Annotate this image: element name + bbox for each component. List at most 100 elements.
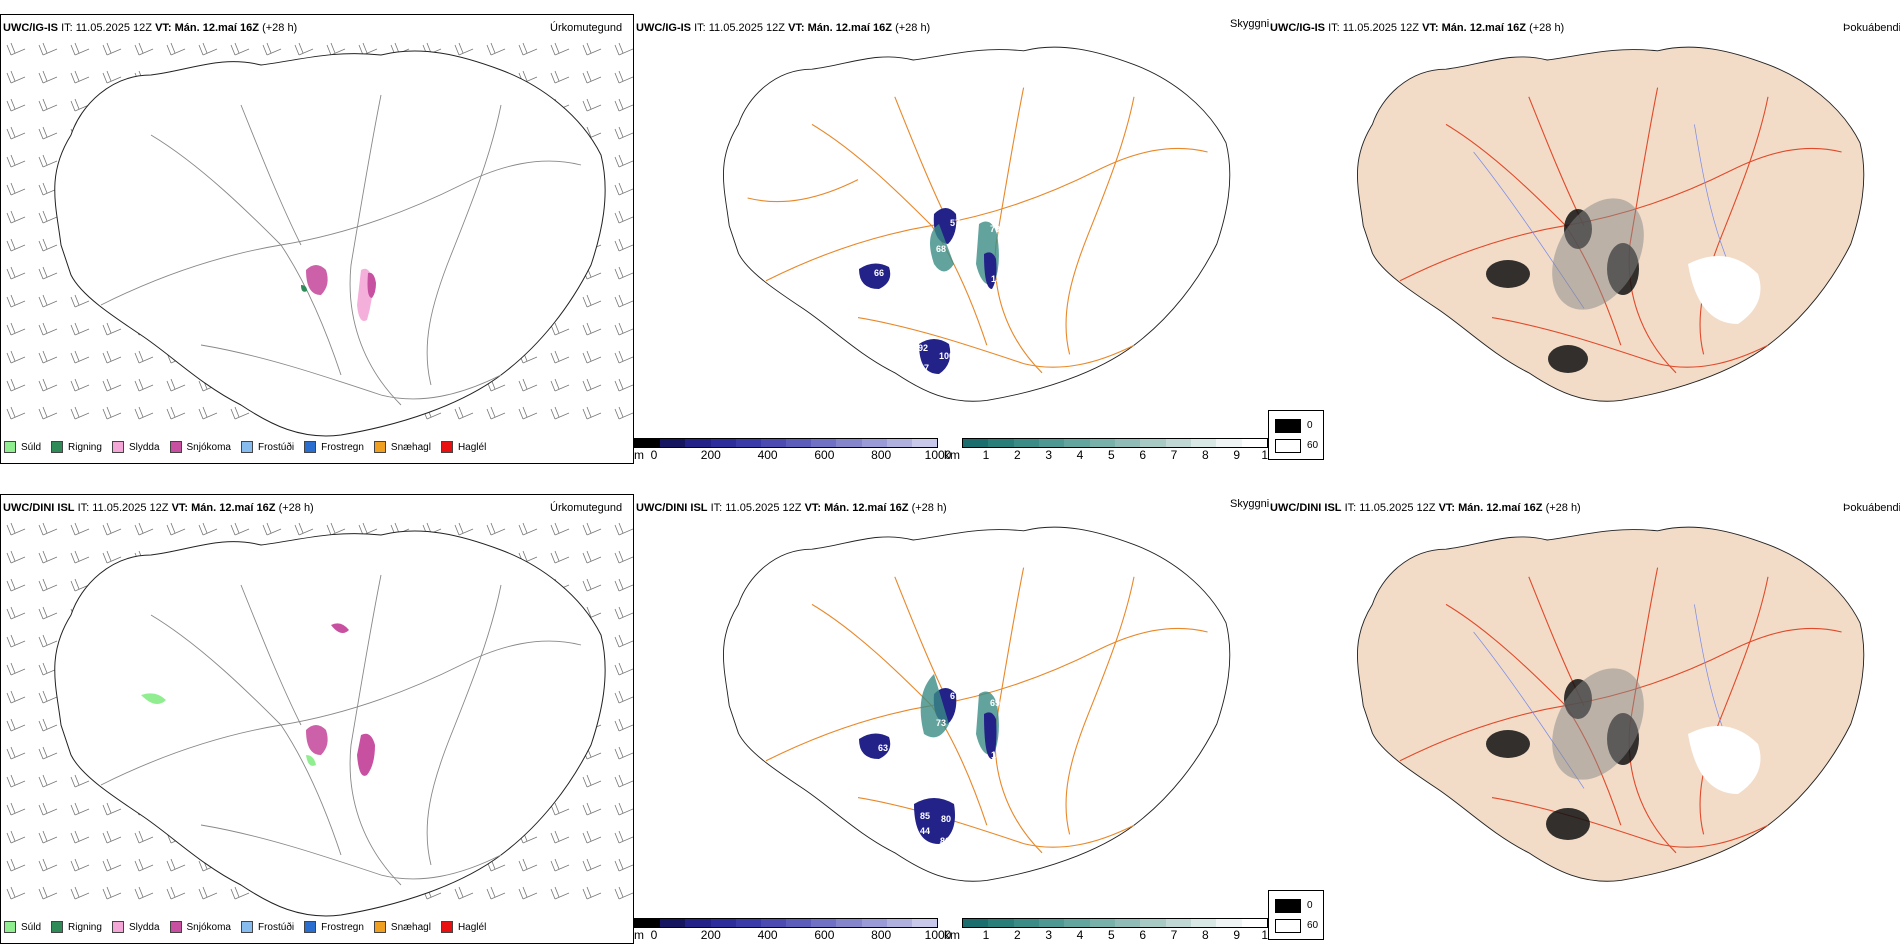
- wind-barb-icon: [6, 830, 26, 844]
- wind-barb-icon: [614, 70, 633, 84]
- wind-barb-icon: [582, 294, 602, 308]
- precip-legend-item: Snæhagl: [373, 441, 431, 453]
- ceiling-value-label: 66: [874, 268, 884, 278]
- visibility-unit-bottom: km: [944, 928, 960, 942]
- precip-legend-item: Snjókoma: [169, 441, 231, 453]
- wind-barb-icon: [582, 830, 602, 844]
- wind-barb-icon: [70, 378, 90, 392]
- ceiling-value-label: 68: [936, 244, 946, 254]
- wind-barb-icon: [6, 266, 26, 280]
- colorbar-segment: [1190, 919, 1217, 927]
- wind-barb-icon: [70, 406, 90, 420]
- wind-barb-icon: [38, 126, 58, 140]
- precip-legend-label: Snjókoma: [186, 441, 231, 453]
- vt-label: VT:: [1422, 22, 1439, 34]
- wind-barb-icon: [614, 690, 633, 704]
- wind-barb-icon: [70, 70, 90, 84]
- wind-barb-icon: [518, 42, 538, 56]
- colorbar-segment: [635, 439, 661, 447]
- precip-legend-swatch: [304, 441, 317, 453]
- iceland-map-precip-top: [6, 42, 633, 437]
- wind-barb-icon: [134, 350, 154, 364]
- colorbar-segment: [1089, 919, 1115, 927]
- wind-barb-icon: [166, 522, 186, 536]
- fog-legend-bottom: 0 60: [1268, 890, 1324, 940]
- wind-barb-icon: [38, 774, 58, 788]
- iceland-map-fog-bottom: [1357, 526, 1865, 882]
- wind-barb-icon: [38, 294, 58, 308]
- wind-barb-icon: [6, 238, 26, 252]
- wind-barb-icon: [38, 322, 58, 336]
- precip-legend-label: Súld: [21, 441, 42, 453]
- wind-barb-icon: [230, 42, 250, 56]
- wind-barb-icon: [614, 522, 633, 536]
- wind-barb-icon: [166, 886, 186, 900]
- colorbar-segment: [735, 919, 761, 927]
- lead-time: (+28 h): [911, 502, 947, 514]
- precip-legend-item: Súld: [4, 921, 41, 933]
- precip-legend-swatch: [4, 921, 16, 933]
- colorbar-segment: [911, 919, 938, 927]
- colorbar-tick-label: 0: [650, 928, 658, 942]
- fog-panel-bottom: 0 60: [1268, 494, 1900, 944]
- wind-barb-icon: [70, 886, 90, 900]
- model-name: UWC/IG-IS: [3, 22, 58, 34]
- wind-barb-icon: [134, 858, 154, 872]
- fog-legend-label-min: 0: [1307, 900, 1313, 911]
- colorbar-segment: [836, 439, 862, 447]
- colorbar-tick-label: 600: [814, 928, 835, 942]
- wind-barb-icon: [70, 858, 90, 872]
- visibility-ticks-top: 1 2 3 4 5 6 7 8 9 10: [962, 448, 1268, 464]
- wind-barb-icon: [614, 238, 633, 252]
- colorbar-segment: [963, 919, 989, 927]
- wind-barb-icon: [38, 550, 58, 564]
- wind-barb-icon: [518, 378, 538, 392]
- precip-legend-swatch: [51, 441, 64, 453]
- ceiling-visibility-panel-bottom: 63 67 73 69 182 85 80 44 86 41 m 0 200 400 600 800 100…: [634, 494, 1268, 944]
- wind-barb-icon: [326, 42, 346, 56]
- wind-barb-icon: [38, 690, 58, 704]
- iceland-map-visibility-top: 66 57 68 79 132 92 100 67: [723, 46, 1231, 402]
- fog-legend-label-min: 0: [1307, 420, 1313, 431]
- colorbar-segment: [811, 439, 837, 447]
- wind-barb-icon: [230, 522, 250, 536]
- precip-legend-top: Súld Rigning Slydda Snjókoma Frostúði Frostre…: [4, 438, 496, 456]
- precip-legend-item: Súld: [4, 441, 41, 453]
- colorbar-segment: [1216, 439, 1242, 447]
- colorbar-tick-label: 8: [1201, 448, 1209, 462]
- colorbar-tick-label: 4: [1076, 928, 1084, 942]
- wind-barb-icon: [38, 634, 58, 648]
- wind-barb-icon: [6, 606, 26, 620]
- wind-barb-icon: [614, 718, 633, 732]
- wind-barb-icon: [38, 830, 58, 844]
- colorbar-segment: [1140, 439, 1166, 447]
- wind-barb-icon: [6, 154, 26, 168]
- wind-barb-icon: [582, 322, 602, 336]
- colorbar-segment: [660, 919, 686, 927]
- model-name: UWC/IG-IS: [636, 22, 691, 34]
- precip-legend-item: Frostregn: [304, 441, 364, 453]
- iceland-map-visibility-bottom: 63 67 73 69 182 85 80 44 86 41: [723, 526, 1231, 882]
- wind-barb-icon: [614, 550, 633, 564]
- ceiling-value-label: 44: [920, 826, 930, 836]
- title-visibility-top: Skyggni: [1230, 18, 1270, 30]
- wind-barb-icon: [614, 42, 633, 56]
- wind-barb-icon: [38, 746, 58, 760]
- precip-legend-swatch: [304, 921, 317, 933]
- colorbar-tick-label: 5: [1107, 928, 1115, 942]
- visibility-colorbar-top: [962, 438, 1268, 448]
- colorbar-segment: [963, 439, 989, 447]
- it-value: 11.05.2025 12Z: [725, 502, 802, 514]
- it-label: IT:: [61, 22, 73, 34]
- precip-legend-item: Frostúði: [240, 441, 294, 453]
- colorbar-tick-label: 8: [1201, 928, 1209, 942]
- colorbar-segment: [1241, 919, 1267, 927]
- wind-barb-icon: [614, 578, 633, 592]
- wind-barb-icon: [454, 406, 474, 420]
- wind-barb-icon: [70, 830, 90, 844]
- wind-barb-icon: [38, 350, 58, 364]
- colorbar-segment: [1038, 439, 1065, 447]
- colorbar-tick-label: 800: [871, 928, 892, 942]
- ceiling-ticks-top: 0 200 400 600 800 1000: [634, 448, 952, 464]
- wind-barb-icon: [518, 406, 538, 420]
